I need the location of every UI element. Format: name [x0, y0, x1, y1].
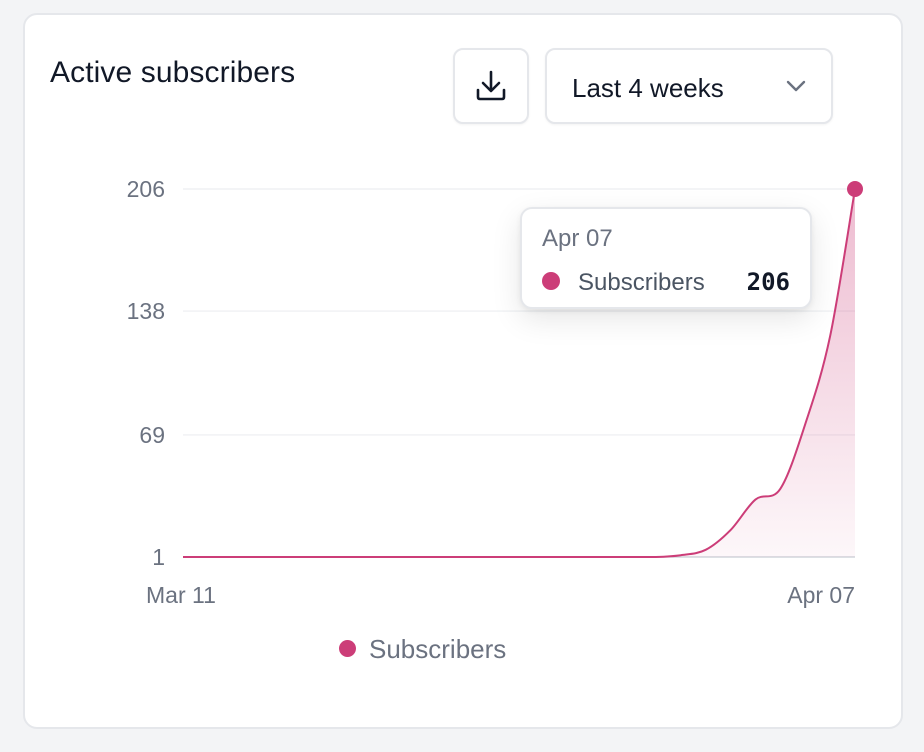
- y-tick-label: 1: [152, 544, 165, 570]
- y-tick-label: 206: [127, 176, 165, 202]
- tooltip: Apr 07 Subscribers 206: [520, 207, 812, 309]
- tooltip-date: Apr 07: [542, 225, 613, 252]
- legend-dot-subscribers: [339, 640, 356, 657]
- date-range-value: Last 4 weeks: [572, 73, 724, 103]
- x-tick-label: Apr 07: [787, 582, 855, 608]
- series-line-subscribers: [182, 188, 856, 559]
- chart-card: [23, 13, 903, 729]
- chevron-down-icon: [786, 80, 806, 92]
- tooltip-series-label: Subscribers: [578, 269, 705, 296]
- tooltip-series-dot: [542, 272, 560, 290]
- series-area-subscribers: [183, 189, 855, 557]
- y-tick-label: 69: [139, 422, 165, 448]
- chart-title: Active subscribers: [50, 56, 296, 89]
- legend-label-subscribers: Subscribers: [369, 634, 507, 664]
- active-point-marker[interactable]: [847, 181, 863, 197]
- date-range-select[interactable]: Last 4 weeks: [545, 48, 833, 124]
- y-tick-label: 138: [127, 298, 165, 324]
- x-tick-label: Mar 11: [146, 582, 216, 608]
- tooltip-value: 206: [746, 268, 790, 296]
- download-icon: [476, 70, 506, 101]
- download-button[interactable]: [453, 48, 529, 124]
